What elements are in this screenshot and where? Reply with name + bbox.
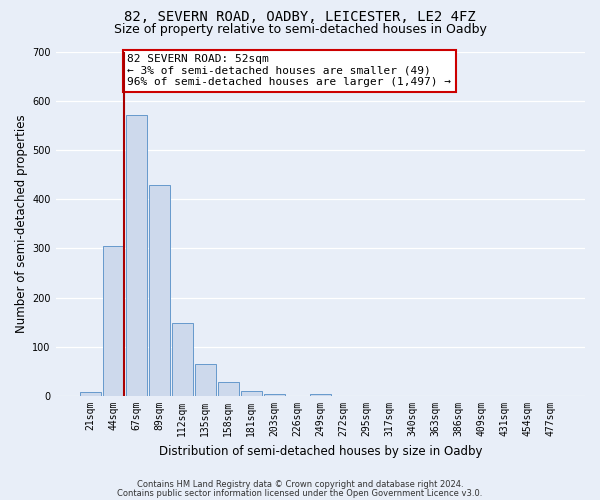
- Text: Size of property relative to semi-detached houses in Oadby: Size of property relative to semi-detach…: [113, 22, 487, 36]
- Bar: [103, 246, 124, 396]
- Bar: [149, 186, 170, 396]
- Text: Contains public sector information licensed under the Open Government Licence v3: Contains public sector information licen…: [118, 488, 482, 498]
- Text: Contains HM Land Registry data © Crown copyright and database right 2024.: Contains HM Land Registry data © Crown c…: [137, 480, 463, 489]
- Bar: [172, 323, 193, 396]
- Text: 82, SEVERN ROAD, OADBY, LEICESTER, LE2 4FZ: 82, SEVERN ROAD, OADBY, LEICESTER, LE2 4…: [124, 10, 476, 24]
- Bar: [80, 392, 101, 396]
- Bar: [194, 364, 216, 396]
- Bar: [125, 116, 147, 396]
- X-axis label: Distribution of semi-detached houses by size in Oadby: Distribution of semi-detached houses by …: [158, 444, 482, 458]
- Bar: [310, 394, 331, 396]
- Text: 82 SEVERN ROAD: 52sqm
← 3% of semi-detached houses are smaller (49)
96% of semi-: 82 SEVERN ROAD: 52sqm ← 3% of semi-detac…: [127, 54, 451, 87]
- Bar: [218, 382, 239, 396]
- Y-axis label: Number of semi-detached properties: Number of semi-detached properties: [15, 114, 28, 333]
- Bar: [263, 394, 285, 396]
- Bar: [241, 391, 262, 396]
